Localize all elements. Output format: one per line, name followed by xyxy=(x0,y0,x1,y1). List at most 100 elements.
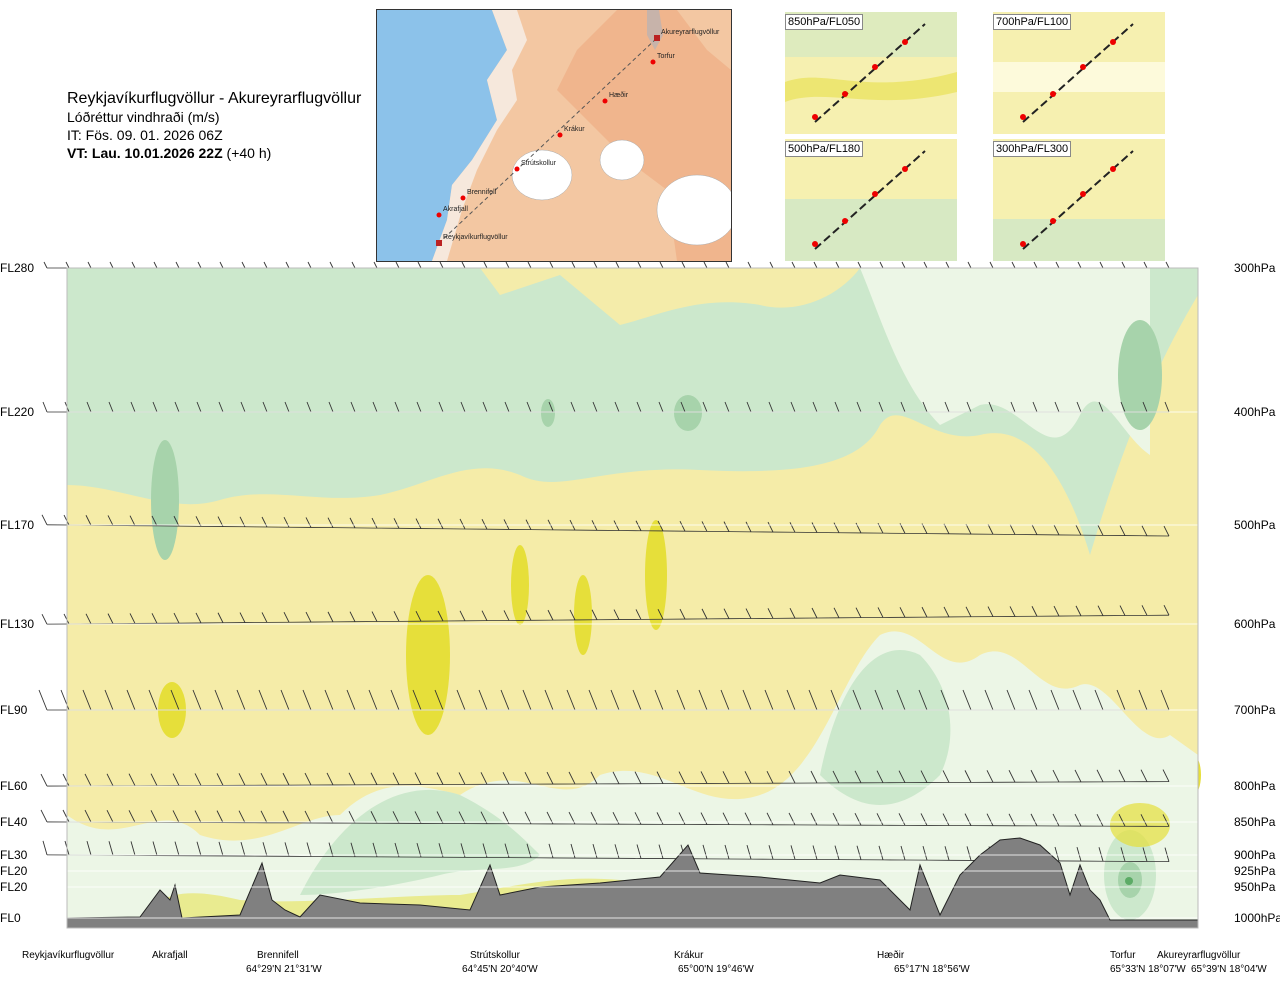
right-axis-label: 600hPa xyxy=(1234,617,1276,631)
wind-barb xyxy=(415,518,422,529)
wind-barb xyxy=(42,401,48,413)
wind-barb xyxy=(786,689,796,711)
wind-barb xyxy=(173,612,180,624)
wind-barb xyxy=(219,261,224,269)
wind-barb xyxy=(546,771,554,785)
wind-barb xyxy=(1162,769,1170,782)
wind-barb xyxy=(967,261,972,269)
thumb-850[interactable]: 850hPa/FL050 xyxy=(785,12,957,134)
wind-barb xyxy=(834,845,840,860)
wind-barb xyxy=(1031,606,1038,617)
wind-barb xyxy=(835,261,840,269)
wind-barb xyxy=(434,689,444,711)
wind-barb xyxy=(966,846,972,861)
wind-barb xyxy=(328,401,334,413)
wind-barb xyxy=(812,845,818,860)
thumb-500[interactable]: 500hPa/FL180 xyxy=(785,139,957,261)
left-axis-label: FL220 xyxy=(0,405,34,419)
wind-barb xyxy=(393,611,400,622)
wind-barb xyxy=(148,689,158,711)
wind-barb xyxy=(40,773,48,787)
wind-barb xyxy=(855,607,862,618)
wind-barb xyxy=(612,771,620,784)
map-point-label: Krákur xyxy=(564,126,585,133)
map-point-marker xyxy=(654,35,660,41)
wind-barb xyxy=(1097,525,1104,536)
wind-barb xyxy=(632,689,642,711)
wind-barb xyxy=(878,845,884,861)
wind-barb xyxy=(745,608,752,619)
wind-barb xyxy=(1142,847,1148,862)
wind-barb xyxy=(964,813,972,826)
wind-barb xyxy=(526,401,532,413)
map-point-marker xyxy=(557,132,563,138)
left-axis-label: FL90 xyxy=(0,703,28,717)
route-map-svg: Akureyrarflugvöllur Torfur Hæðir Krákur Strú… xyxy=(377,10,731,261)
wind-barb xyxy=(349,517,356,529)
wind-barb xyxy=(258,689,268,711)
wind-barb xyxy=(568,771,576,785)
wind-barb xyxy=(636,401,642,413)
map-point-label: Hæðir xyxy=(609,91,629,99)
wind-barb xyxy=(240,401,246,413)
wind-barb xyxy=(1098,847,1104,862)
map-point-label: Torfur xyxy=(657,53,676,60)
wind-barb xyxy=(678,771,686,784)
wind-barb xyxy=(680,401,686,413)
wind-barb xyxy=(107,515,114,526)
wind-barb xyxy=(503,519,510,530)
right-axis-label: 1000hPa xyxy=(1234,911,1280,925)
wind-barb xyxy=(877,607,884,618)
wind-barb xyxy=(744,812,752,825)
wind-barb xyxy=(808,689,818,711)
wind-barb xyxy=(196,401,202,413)
wind-barb xyxy=(679,608,686,620)
thumb-700[interactable]: 700hPa/FL100 xyxy=(993,12,1165,134)
wind-barb xyxy=(1030,813,1038,827)
wind-barb xyxy=(236,689,246,711)
left-axis: FL280 FL220 FL170 FL130 FL90 FL60 FL40 FL30 FL20… xyxy=(0,261,34,925)
wind-barb xyxy=(830,689,840,711)
wind-barb xyxy=(1077,261,1082,269)
wind-barb xyxy=(1143,261,1148,269)
wind-barb xyxy=(923,261,928,269)
wind-field xyxy=(67,268,1201,928)
wind-barb xyxy=(196,841,202,856)
wind-barb xyxy=(635,520,642,531)
wind-barb xyxy=(85,515,92,526)
wind-barb xyxy=(263,261,268,269)
wind-barb xyxy=(153,261,158,269)
wind-barb xyxy=(918,689,928,711)
wind-barb xyxy=(898,770,906,783)
updraft-cell xyxy=(541,399,555,427)
wind-barb xyxy=(742,689,752,711)
map-point-marker xyxy=(436,240,442,246)
wind-barb xyxy=(260,772,268,786)
wind-barb xyxy=(368,689,378,711)
wind-barb xyxy=(852,689,862,711)
wind-barb xyxy=(1006,689,1016,711)
wind-barb xyxy=(480,772,488,785)
wind-barb xyxy=(966,401,972,413)
wind-barb xyxy=(768,401,774,413)
wind-barb xyxy=(1009,606,1016,617)
wind-barb xyxy=(1141,605,1148,616)
thumb-300[interactable]: 300hPa/FL300 xyxy=(993,139,1165,261)
wind-barb xyxy=(1094,689,1104,711)
wind-barb xyxy=(922,846,928,861)
wind-barb xyxy=(439,261,444,269)
wind-barb xyxy=(812,401,818,413)
wind-barb xyxy=(107,613,114,624)
wind-barb xyxy=(41,613,48,625)
updraft-region-east xyxy=(860,268,1150,455)
wind-barb xyxy=(370,772,378,785)
wind-barb xyxy=(503,610,510,621)
wind-barb xyxy=(658,844,664,859)
wind-barb xyxy=(261,612,268,623)
right-axis-label: 800hPa xyxy=(1234,779,1276,793)
wind-barb xyxy=(43,261,48,269)
wind-barb xyxy=(1164,401,1170,413)
wind-barb xyxy=(635,609,642,620)
wind-barb xyxy=(283,517,290,528)
wind-barb xyxy=(283,612,290,623)
